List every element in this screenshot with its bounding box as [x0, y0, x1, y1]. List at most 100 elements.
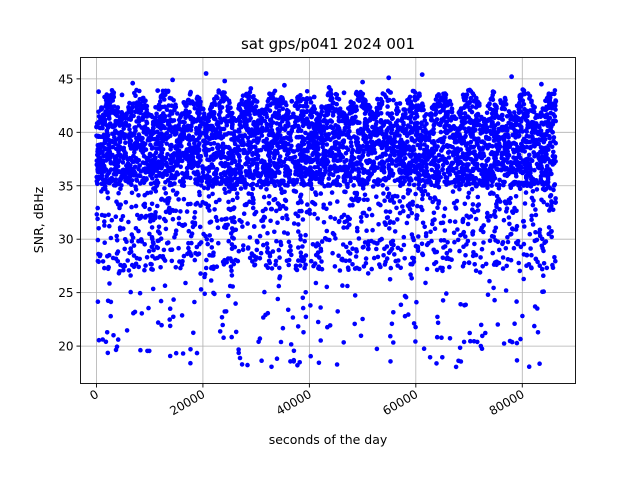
data-point	[302, 239, 308, 244]
data-point	[342, 219, 348, 225]
data-point	[477, 270, 483, 275]
data-point	[176, 245, 181, 251]
data-point	[247, 117, 252, 123]
data-point	[263, 140, 269, 146]
data-point	[441, 115, 447, 121]
data-point	[269, 364, 274, 370]
data-point	[518, 169, 523, 175]
data-point	[296, 245, 301, 250]
data-point	[466, 88, 471, 93]
data-point	[120, 160, 126, 165]
data-point	[168, 109, 173, 114]
data-point	[236, 347, 241, 352]
data-point	[269, 206, 275, 212]
data-point	[209, 104, 215, 110]
data-point	[197, 141, 202, 146]
data-point	[114, 344, 120, 350]
data-point	[107, 223, 112, 229]
data-point	[359, 219, 364, 224]
data-point	[467, 181, 472, 187]
data-point	[155, 146, 161, 151]
data-point	[420, 220, 426, 226]
data-point	[551, 149, 556, 155]
data-point	[214, 127, 219, 133]
data-point	[416, 157, 422, 162]
data-point	[398, 161, 403, 166]
data-point	[280, 106, 286, 111]
data-point	[115, 160, 121, 165]
data-point	[333, 236, 338, 241]
data-point	[192, 210, 198, 215]
data-point	[441, 107, 446, 112]
data-point	[415, 136, 421, 141]
data-point	[144, 254, 150, 260]
data-point	[264, 179, 270, 185]
data-point	[319, 259, 324, 264]
data-point	[375, 112, 380, 118]
data-point	[266, 152, 271, 158]
data-point	[525, 125, 530, 130]
data-point	[232, 186, 238, 192]
data-point	[282, 127, 288, 133]
data-point	[99, 212, 105, 218]
data-point	[452, 139, 458, 145]
data-point	[318, 305, 323, 310]
data-point	[396, 258, 401, 263]
data-point	[518, 244, 524, 250]
data-point	[149, 146, 155, 151]
data-point	[460, 231, 466, 237]
data-point	[358, 126, 364, 132]
data-point	[317, 115, 323, 120]
data-point	[283, 116, 289, 122]
data-point	[457, 108, 463, 114]
data-point	[173, 145, 179, 150]
data-point	[264, 187, 269, 192]
data-point	[429, 167, 435, 173]
data-point	[388, 248, 393, 254]
data-point	[410, 255, 415, 261]
data-point	[352, 175, 358, 181]
data-point	[158, 236, 164, 241]
data-point	[289, 127, 295, 133]
data-point	[197, 133, 203, 138]
data-point	[300, 96, 306, 102]
data-point	[304, 89, 310, 94]
data-point	[420, 103, 426, 109]
data-point	[272, 181, 277, 187]
data-point	[355, 136, 360, 141]
data-point	[388, 157, 394, 162]
data-point	[222, 178, 228, 183]
data-point	[526, 364, 532, 370]
data-point	[301, 165, 307, 171]
data-point	[167, 323, 173, 329]
data-point	[147, 154, 153, 159]
data-point	[265, 103, 270, 108]
data-point	[219, 315, 225, 320]
data-point	[334, 362, 340, 367]
data-point	[307, 207, 312, 213]
data-point	[518, 164, 524, 170]
data-point	[96, 119, 102, 124]
data-point	[125, 161, 131, 166]
data-point	[524, 133, 530, 139]
data-point	[189, 240, 194, 246]
data-point	[275, 179, 280, 184]
data-point	[339, 165, 344, 171]
data-point	[493, 111, 499, 117]
data-point	[392, 193, 398, 199]
data-point	[374, 155, 380, 161]
data-point	[452, 239, 457, 245]
data-point	[175, 161, 180, 167]
data-point	[318, 177, 324, 183]
data-point	[281, 230, 287, 235]
data-point	[310, 199, 315, 205]
data-point	[360, 181, 366, 187]
data-point	[229, 167, 234, 172]
data-point	[443, 174, 449, 180]
data-point	[408, 120, 414, 125]
data-point	[375, 182, 381, 187]
data-point	[470, 202, 476, 207]
data-point	[518, 336, 523, 342]
data-point	[461, 176, 466, 181]
data-point	[198, 240, 204, 245]
